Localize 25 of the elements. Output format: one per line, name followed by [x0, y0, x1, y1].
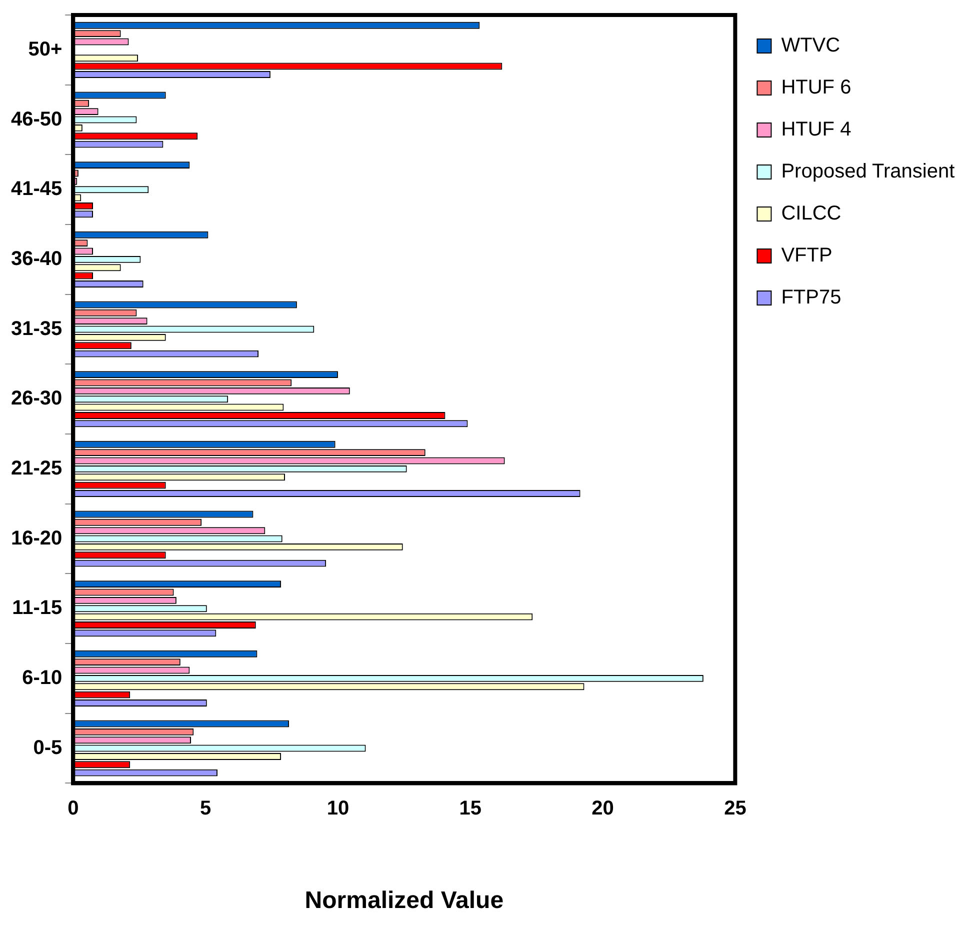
x-tick-label: 15 [459, 798, 482, 820]
y-tick-label: 46-50 [10, 108, 62, 130]
y-tick-label: 31-35 [10, 318, 62, 340]
legend-label: WTVC [781, 34, 840, 57]
legend-label: HTUF 6 [781, 76, 852, 99]
y-tick-label: 36-40 [10, 248, 62, 270]
legend-label: Proposed Transient [781, 160, 956, 183]
legend-label: CILCC [781, 202, 842, 225]
x-tick-label: 0 [68, 798, 79, 820]
x-tick-label: 10 [326, 798, 350, 820]
y-tick-label: 41-45 [10, 178, 62, 200]
y-tick-label: 16-20 [10, 527, 62, 550]
y-tick-label: 0-5 [33, 736, 62, 759]
y-tick-label: 50+ [28, 38, 62, 60]
y-tick-label: 21-25 [10, 457, 62, 480]
x-axis-title: Normalized Value [304, 887, 504, 914]
legend-label: VFTP [781, 244, 832, 267]
y-tick-label: 6-10 [22, 666, 62, 689]
legend-label: HTUF 4 [781, 118, 852, 141]
x-tick-label: 25 [724, 798, 746, 820]
x-tick-label: 20 [592, 798, 614, 820]
x-tick-label: 5 [200, 798, 212, 820]
legend-label: FTP75 [781, 286, 842, 309]
y-tick-label: 11-15 [12, 597, 62, 620]
y-tick-label: 26-30 [10, 388, 62, 410]
